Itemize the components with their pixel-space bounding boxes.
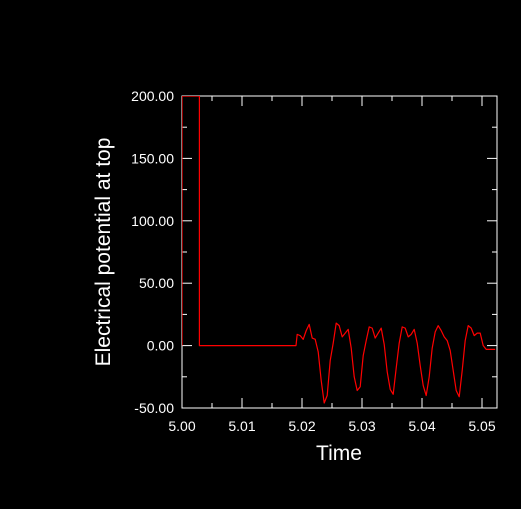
y-tick-label: 50.00	[139, 275, 174, 291]
y-tick-label: -50.00	[134, 400, 174, 416]
x-tick-label: 5.01	[228, 418, 255, 434]
y-tick-label: 0.00	[147, 338, 174, 354]
x-axis-title: Time	[316, 442, 362, 465]
x-tick-label: 5.00	[168, 418, 195, 434]
y-axis-title: Electrical potential at top	[92, 138, 115, 367]
tick-label-layer: 200.00 150.00 100.00 50.00 0.00 -50.00 5.00 5.0…	[131, 88, 496, 434]
y-tick-label: 150.00	[131, 150, 174, 166]
series-layer	[182, 96, 496, 404]
y-tick-label: 200.00	[131, 88, 174, 104]
x-tick-label: 5.05	[468, 418, 495, 434]
x-tick-label: 5.04	[408, 418, 435, 434]
series-line	[182, 96, 496, 404]
x-tick-label: 5.02	[288, 418, 315, 434]
x-tick-label: 5.03	[348, 418, 375, 434]
y-tick-label: 100.00	[131, 213, 174, 229]
